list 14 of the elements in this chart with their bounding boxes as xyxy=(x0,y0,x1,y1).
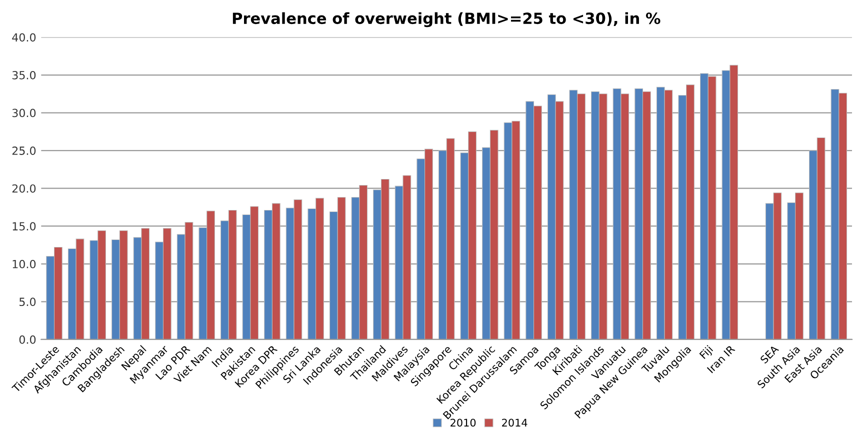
y-tick-label: 40.0 xyxy=(12,33,36,42)
x-tick-label: SEA xyxy=(760,344,780,364)
chart-title: Prevalence of overweight (BMI>=25 to <30), in % xyxy=(232,12,660,28)
legend-label: 2014 xyxy=(502,418,528,427)
y-tick-label: 25.0 xyxy=(12,146,36,155)
y-tick-label: 35.0 xyxy=(12,70,36,80)
y-tick-label: 30.0 xyxy=(12,108,36,118)
y-tick-label: 10.0 xyxy=(12,260,36,268)
y-tick-label: 5.0 xyxy=(20,298,36,306)
y-tick-label: 20.0 xyxy=(12,184,36,193)
legend-label: 2010 xyxy=(450,418,476,427)
y-tick-label: 15.0 xyxy=(12,222,36,230)
x-tick-label: Fiji xyxy=(699,345,715,361)
y-tick-label: 0.0 xyxy=(19,335,36,344)
